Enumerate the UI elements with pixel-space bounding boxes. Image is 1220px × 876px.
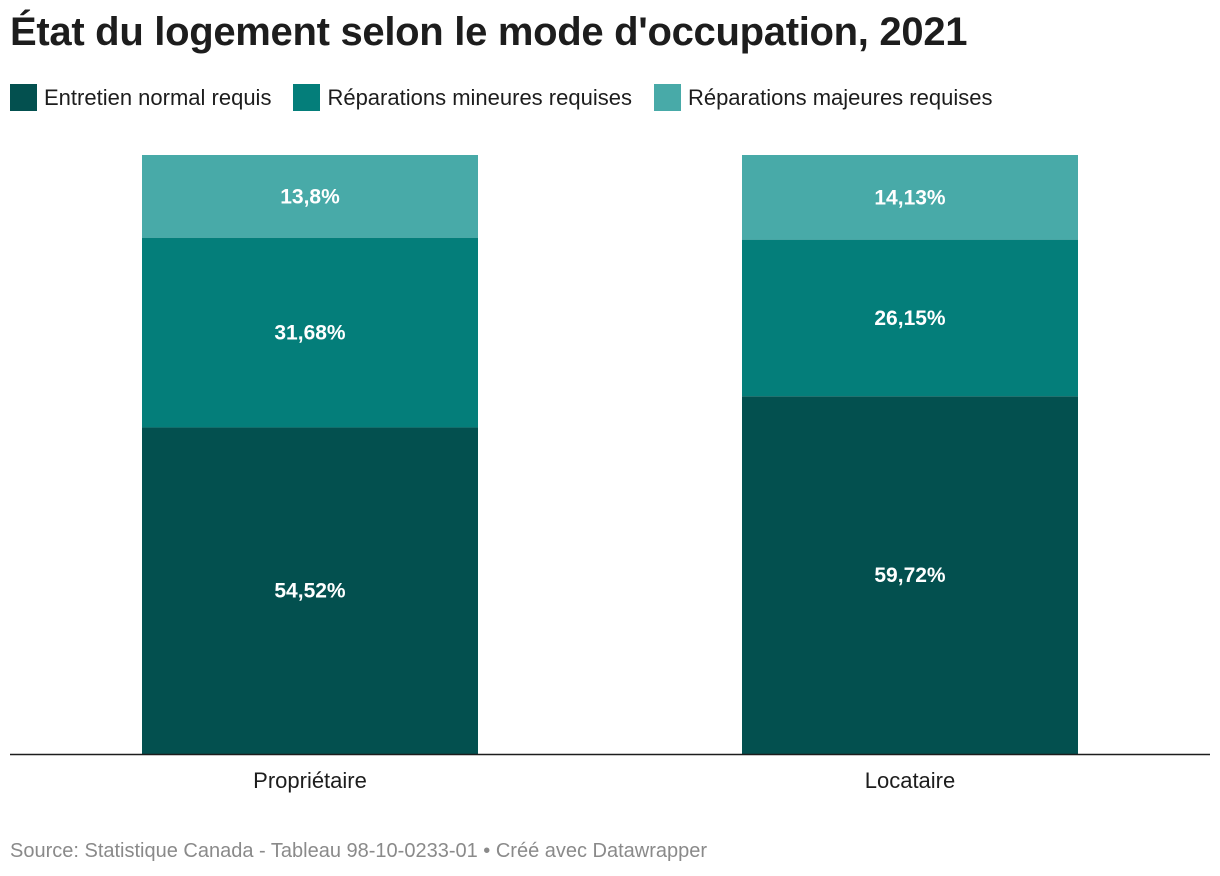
bar-segment-proprietaire-entretien-normal-requis [142,427,478,754]
legend-item-reparations-mineures: Réparations mineures requises [293,84,632,111]
data-label-locataire-reparations-majeures-requises: 14,13% [874,186,946,209]
bar-segment-locataire-reparations-majeures-requises [742,155,1078,240]
chart-title: État du logement selon le mode d'occupat… [10,10,968,54]
legend-label-reparations-mineures: Réparations mineures requises [327,84,632,110]
legend-item-entretien-normal: Entretien normal requis [10,84,271,111]
legend-swatch-reparations-mineures [293,84,321,111]
bar-segment-locataire-reparations-mineures-requises [742,239,1078,397]
legend-label-reparations-majeures: Réparations majeures requises [687,84,993,110]
legend-item-reparations-majeures: Réparations majeures requises [653,84,993,111]
legend-label-entretien-normal: Entretien normal requis [44,84,272,110]
x-tick-label-proprietaire: Propriétaire [253,768,367,793]
x-tick-label-locataire: Locataire [865,768,956,793]
data-label-proprietaire-reparations-majeures-requises: 13,8% [280,185,340,208]
data-label-proprietaire-entretien-normal-requis: 54,52% [274,580,346,603]
legend: Entretien normal requis Réparations mine… [10,84,992,111]
legend-swatch-reparations-majeures [653,84,681,111]
data-label-locataire-reparations-mineures-requises: 26,15% [874,307,946,330]
bar-segment-proprietaire-reparations-mineures-requises [142,237,478,428]
source-note: Source: Statistique Canada - Tableau 98-… [10,840,708,862]
data-label-locataire-entretien-normal-requis: 59,72% [874,564,946,587]
data-label-proprietaire-reparations-mineures-requises: 31,68% [274,322,346,345]
legend-swatch-entretien-normal [10,84,37,111]
bar-segment-proprietaire-reparations-majeures-requises [142,155,478,238]
bar-segment-locataire-entretien-normal-requis [742,396,1078,754]
